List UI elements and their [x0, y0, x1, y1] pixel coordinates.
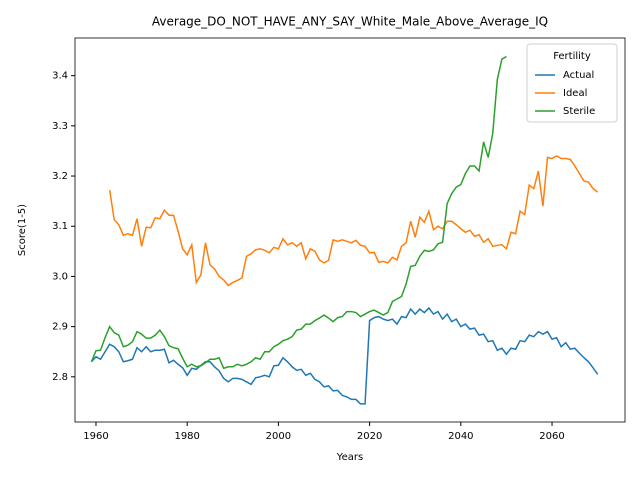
y-tick-label: 3.1 [52, 221, 68, 232]
legend-title: Fertility [553, 51, 591, 62]
y-tick-label: 3.0 [52, 271, 68, 282]
legend-label: Sterile [563, 106, 595, 117]
y-axis-label: Score(1-5) [17, 204, 28, 256]
x-tick-label: 2020 [357, 431, 382, 442]
y-tick-label: 2.8 [52, 372, 68, 383]
legend-label: Actual [563, 70, 594, 81]
y-tick-label: 2.9 [52, 322, 68, 333]
axes-frame [74, 37, 626, 423]
legend-box [526, 43, 618, 123]
x-tick-label: 1960 [83, 431, 108, 442]
series-line [108, 155, 599, 287]
y-tick-label: 3.3 [52, 121, 68, 132]
x-tick-label: 2060 [539, 431, 564, 442]
series-line [90, 55, 507, 370]
series-line [90, 306, 599, 405]
x-tick-label: 2000 [266, 431, 291, 442]
x-tick-label: 2040 [448, 431, 473, 442]
chart-title: Average_DO_NOT_HAVE_ANY_SAY_White_Male_A… [152, 15, 548, 29]
y-tick-label: 3.2 [52, 171, 68, 182]
y-tick-label: 3.4 [52, 71, 68, 82]
x-axis-label: Years [336, 452, 363, 463]
x-tick-label: 1980 [174, 431, 199, 442]
legend-label: Ideal [563, 88, 587, 99]
